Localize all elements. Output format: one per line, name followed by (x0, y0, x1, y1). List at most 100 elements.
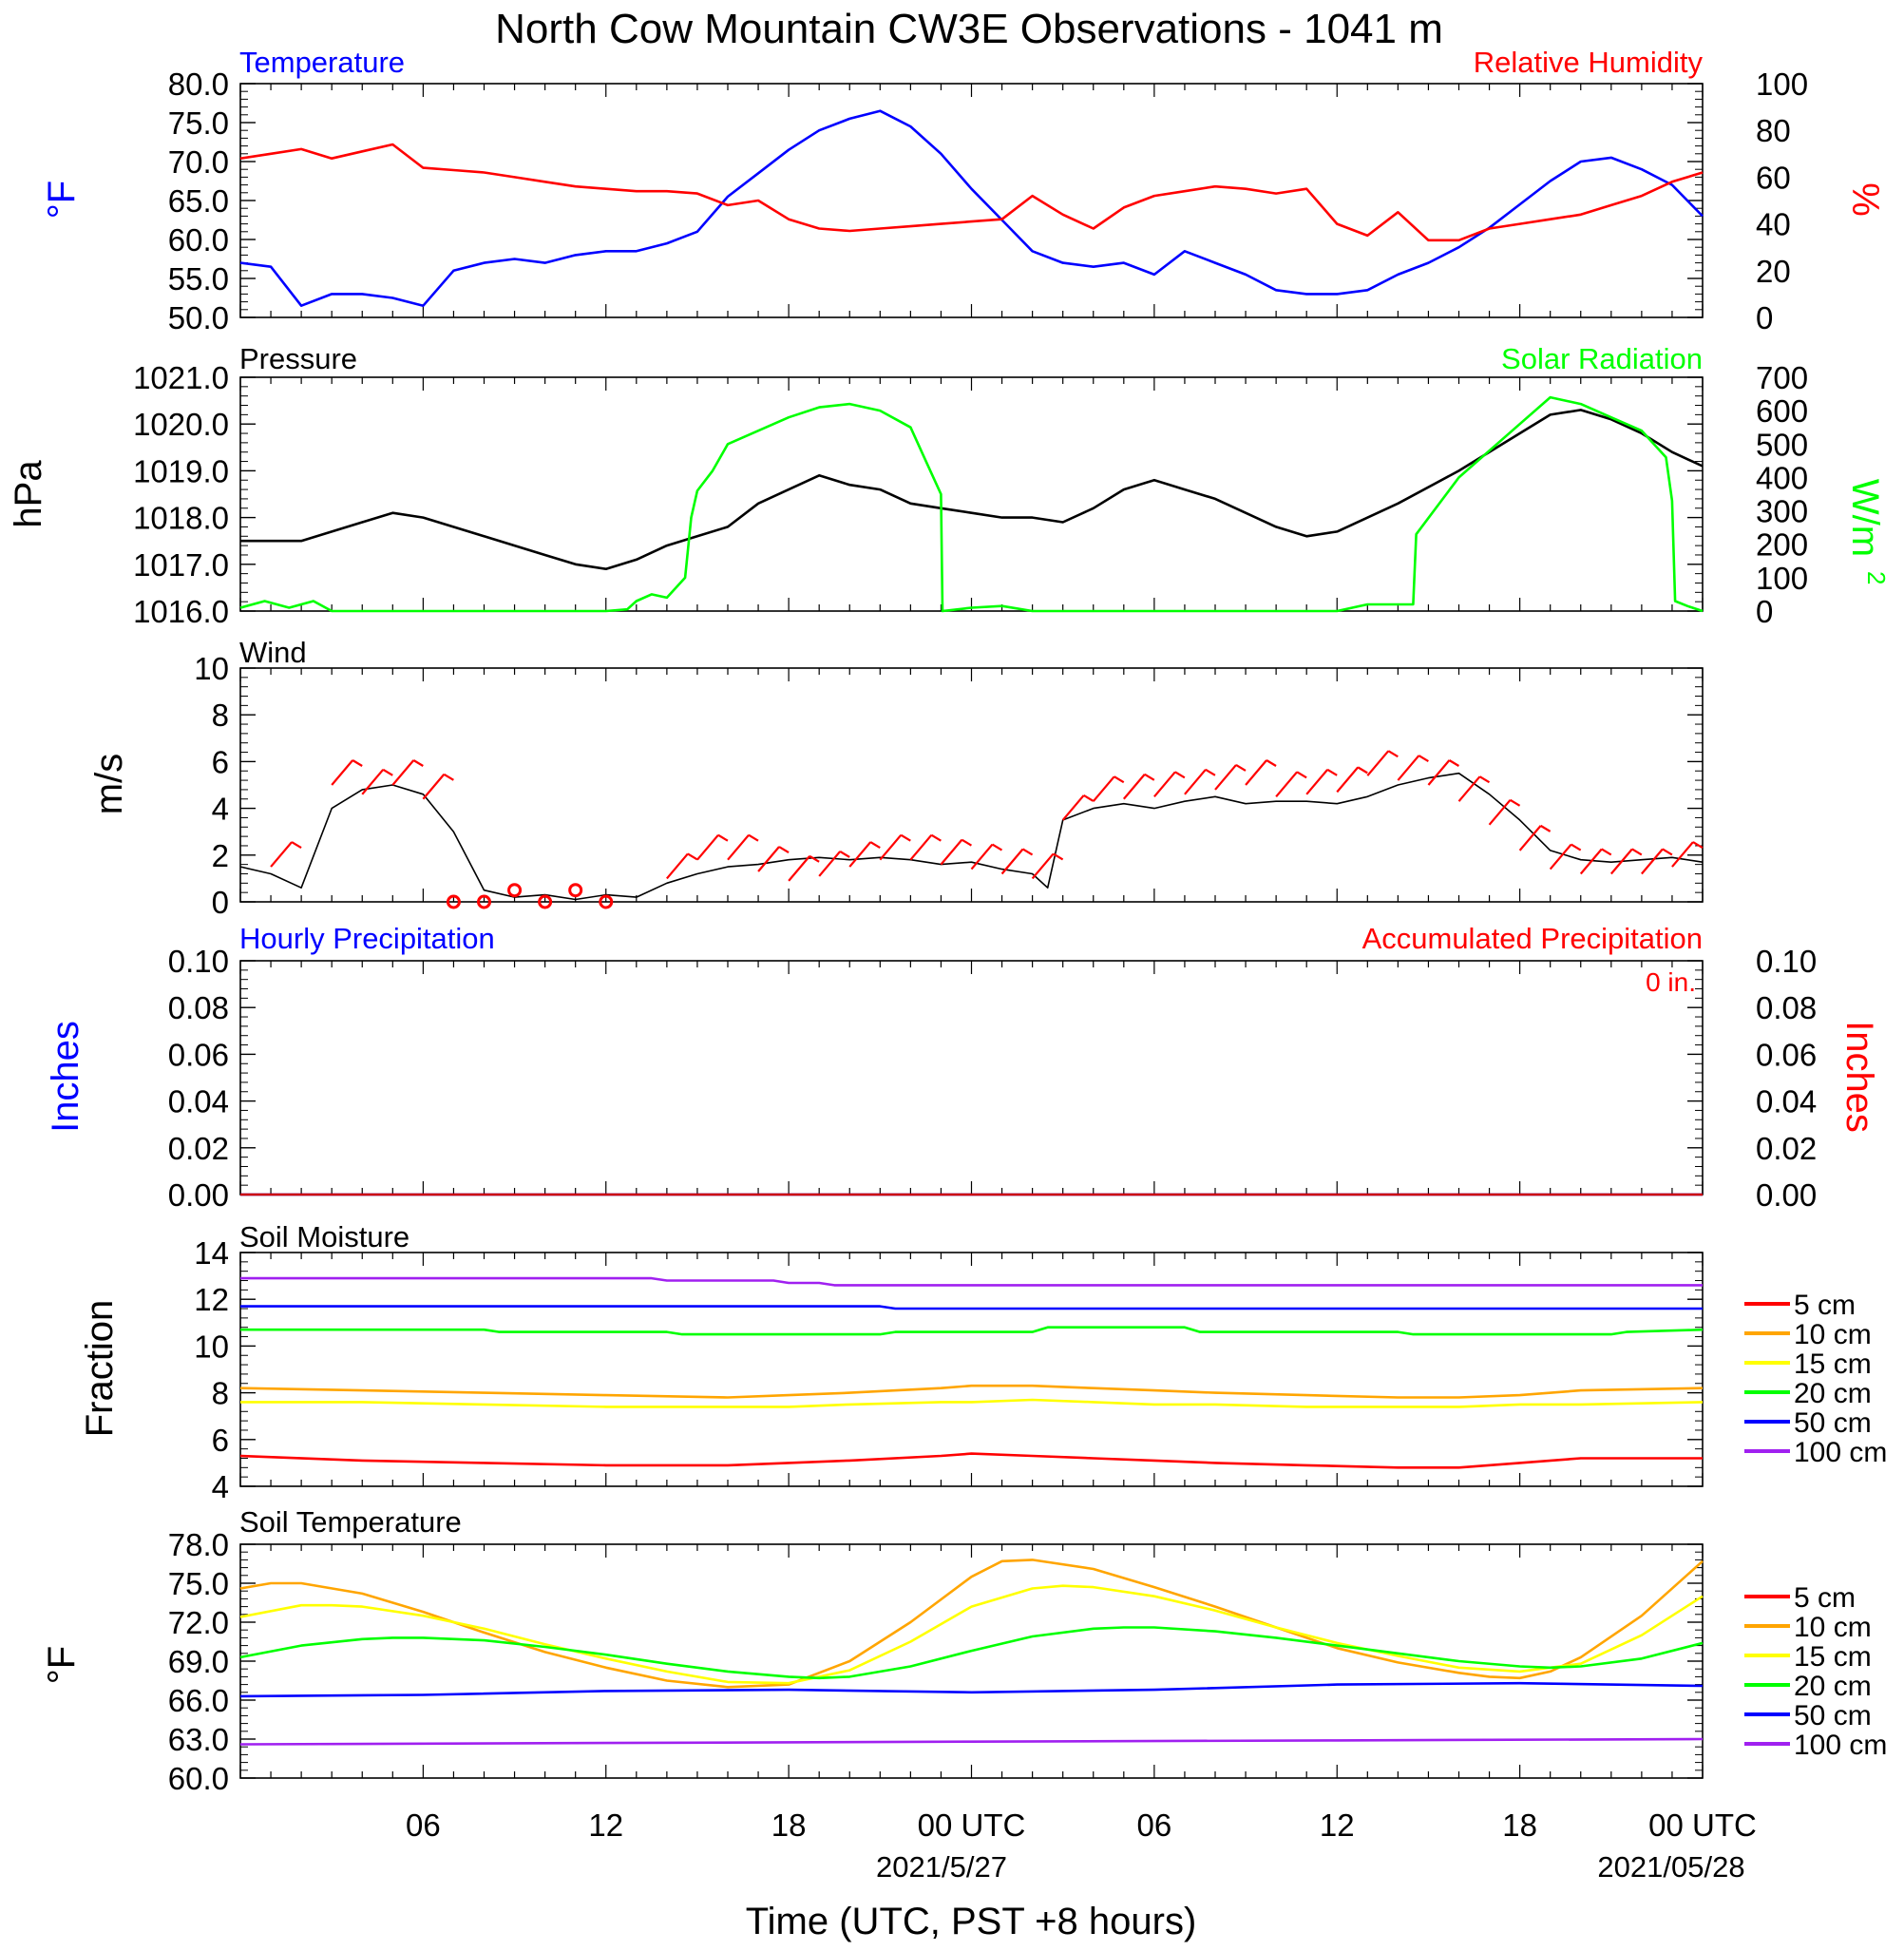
wind-barb-flag (748, 833, 759, 842)
soil-moisture-series-line (240, 1398, 1704, 1408)
soil-moisture-series-line (239, 1384, 1704, 1399)
wind-barb-flag (809, 854, 820, 863)
soil-moisture-series-line (240, 1326, 1704, 1336)
soil-temperature-series-line (239, 1737, 1704, 1746)
wind-barb-shaft (1366, 750, 1390, 776)
wind-barb-flag (1326, 768, 1338, 776)
x-tick-label: 18 (1502, 1808, 1537, 1843)
wind-barb-shaft (1671, 841, 1694, 868)
wind-barb-shaft (1275, 771, 1298, 798)
calm-wind-marker (538, 894, 553, 909)
figure-title: North Cow Mountain CW3E Observations - 1… (495, 6, 1443, 52)
wind-barb-shaft (909, 834, 933, 861)
precipitation-ytick-label-right: 0.08 (1756, 990, 1817, 1025)
wind-barb-flag (1114, 775, 1125, 784)
wind-barb-flag (1357, 766, 1368, 775)
wind-barb-flag (1205, 768, 1216, 776)
pressure-solar-ytick-label-right: 600 (1756, 393, 1808, 429)
temperature-humidity-series-line (239, 109, 1704, 308)
soil-moisture-title: Soil Moisture (239, 1220, 409, 1253)
pressure-solar-ytick-label-right: 700 (1756, 360, 1808, 395)
wind-barb-flag (1021, 848, 1034, 856)
soil-temperature-ytick-label-left: 72.0 (168, 1605, 229, 1640)
wind-barb-flag (1692, 841, 1704, 850)
wind-barb-flag (412, 759, 424, 767)
solar-ylabel: W/m 2 (1844, 479, 1891, 585)
wind-barb-shaft (1153, 771, 1176, 798)
temperature-humidity-ytick-label-right: 40 (1756, 207, 1791, 242)
wind-ytick-label-left: 6 (212, 744, 229, 779)
precipitation-ytick-label-right: 0.00 (1756, 1177, 1817, 1213)
wind-barb-flag (1174, 771, 1186, 779)
wind-barb-shaft (940, 838, 963, 866)
soil-moisture-legend-label: 5 cm (1794, 1290, 1856, 1321)
soil-moisture-legend-label: 10 cm (1794, 1319, 1872, 1350)
precipitation-ytick-label-left: 0.06 (168, 1037, 229, 1072)
wind-barb-flag (930, 833, 942, 842)
precipitation-ytick-label-left: 0.04 (168, 1084, 229, 1119)
temperature-humidity-ytick-label-right: 80 (1756, 113, 1791, 148)
wind-barb-flag (1235, 763, 1247, 772)
pressure-solar-ytick-label-left: 1019.0 (133, 453, 229, 488)
x-tick-labels: 06 12 18 00 UTC 06 12 18 00 UTC (406, 1808, 1757, 1843)
x-date-label-2: 2021/05/28 (1597, 1850, 1744, 1884)
pressure-solar-panel: 1021.0 1020.0 1019.0 1018.0 1017.0 1016.0 700… (8, 342, 1891, 629)
pressure-solar-ytick-label-right: 200 (1756, 527, 1808, 563)
wind-barb-flag (1478, 775, 1491, 784)
pressure-solar-ytick-label-right: 400 (1756, 460, 1808, 495)
wind-title: Wind (239, 636, 307, 669)
wind-barb-shaft (270, 841, 293, 868)
temperature-humidity-yticks-left: 80.075.070.065.060.055.0 50.0 (168, 67, 1703, 335)
wind-barb-flag (1631, 848, 1643, 856)
wind-barb-flag (1662, 848, 1673, 856)
precipitation-ytick-label-right: 0.06 (1756, 1037, 1817, 1072)
wind-barb-flag (1509, 798, 1521, 807)
wind-barb-shaft (818, 851, 842, 877)
accum-precip-value: 0 in. (1646, 967, 1696, 997)
soil-temperature-series-line (239, 1584, 1704, 1685)
soil-temperature-yticks-left: 78.0 75.0 72.0 69.0 66.0 63.0 60.0 (168, 1527, 1703, 1796)
calm-wind-marker (599, 894, 614, 909)
pressure-solar-frame (239, 376, 1704, 612)
soil-moisture-series (239, 1276, 1704, 1469)
soil-moisture-grid (239, 1252, 1704, 1487)
solar-ylabel-superscript: 2 (1862, 571, 1891, 584)
x-tick-label: 06 (1137, 1808, 1172, 1843)
precipitation-ytick-label-right: 0.10 (1756, 944, 1817, 979)
wind-barb-shaft (727, 834, 750, 861)
pressure-solar-series-line (239, 395, 1704, 613)
soil-temperature-series-line (239, 1626, 1704, 1680)
wind-barb-flag (1083, 794, 1095, 802)
wind-barb-flag (1571, 843, 1582, 851)
x-tick-label: 00 UTC (918, 1808, 1026, 1843)
pressure-solar-yticks-left: 1021.0 1020.0 1019.0 1018.0 1017.0 1016.0 (133, 360, 1703, 629)
humidity-title: Relative Humidity (1474, 46, 1704, 79)
wind-ytick-label-left: 0 (212, 885, 229, 920)
temperature-humidity-panel: 80.075.070.065.060.055.0 50.0 100 80 60 40 20… (41, 46, 1886, 335)
precipitation-ytick-label-left: 0.08 (168, 990, 229, 1025)
wind-barb-flag (961, 838, 973, 847)
soil-moisture-ytick-label-left: 10 (194, 1329, 229, 1364)
temperature-humidity-ytick-label-right: 20 (1756, 254, 1791, 289)
pressure-ylabel: hPa (8, 460, 49, 528)
solar-ylabel-text: W/m (1844, 479, 1886, 557)
soil-temperature-ytick-label-left: 60.0 (168, 1761, 229, 1796)
soil-temperature-legend-label: 15 cm (1794, 1641, 1872, 1673)
wind-barb-flag (1144, 773, 1155, 781)
pressure-solar-ytick-label-left: 1017.0 (133, 547, 229, 583)
wind-barb-shaft (391, 759, 415, 786)
wind-barb-flag (291, 841, 302, 850)
soil-moisture-ylabel: Fraction (79, 1300, 121, 1438)
temperature-humidity-ytick-label-right: 60 (1756, 160, 1791, 195)
pressure-title: Pressure (239, 342, 357, 375)
soil-moisture-legend-label: 20 cm (1794, 1378, 1872, 1409)
soil-moisture-legend-label: 100 cm (1794, 1437, 1887, 1468)
pressure-solar-ytick-label-left: 1018.0 (133, 501, 229, 536)
temperature-humidity-ytick-label-left: 80.0 (168, 67, 229, 102)
wind-barb-shaft (1214, 764, 1237, 791)
temperature-humidity-ytick-label-left: 60.0 (168, 222, 229, 258)
wind-series (239, 772, 1704, 901)
